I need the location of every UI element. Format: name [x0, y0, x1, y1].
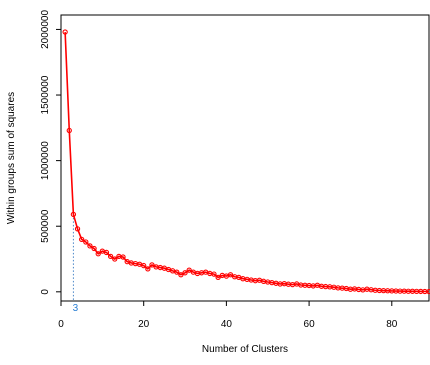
- y-tick-label: 1500000: [40, 75, 51, 114]
- series-line: [64, 32, 430, 293]
- x-tick-label: 60: [304, 319, 316, 330]
- data-point: [174, 269, 180, 275]
- data-point: [141, 262, 147, 269]
- data-point: [227, 272, 234, 278]
- data-point: [426, 288, 430, 295]
- y-axis-ticks: 0 500000 1000000 1500000 2000000: [40, 10, 61, 295]
- x-tick-label: 40: [221, 319, 233, 330]
- data-point: [79, 236, 85, 242]
- data-point: [87, 243, 93, 249]
- data-point: [91, 245, 97, 252]
- axes: [60, 14, 430, 302]
- y-axis-label: Within groups sum of squares: [6, 92, 17, 224]
- plot-frame: [60, 14, 430, 302]
- data-point: [103, 249, 110, 256]
- y-tick-label: 500000: [40, 209, 51, 243]
- y-tick-label: 0: [40, 289, 51, 295]
- x-tick-label: 0: [58, 319, 64, 330]
- y-tick-label: 2000000: [40, 10, 51, 49]
- x-axis-label: Number of Clusters: [202, 344, 288, 355]
- data-point: [107, 253, 114, 260]
- data-point: [70, 211, 77, 218]
- data-point: [215, 274, 221, 281]
- data-point: [83, 239, 89, 245]
- data-point: [145, 266, 151, 272]
- data-point: [211, 271, 217, 277]
- x-tick-label: 20: [138, 319, 150, 330]
- data-point: [95, 251, 101, 257]
- data-point: [62, 29, 68, 35]
- data-point: [112, 256, 118, 262]
- x-axis-ticks: 0 20 40 60 80: [58, 301, 398, 330]
- data-point: [74, 226, 81, 232]
- y-tick-label: 1000000: [40, 141, 51, 180]
- data-point: [149, 262, 155, 268]
- data-point: [178, 272, 184, 278]
- data-point: [182, 270, 188, 276]
- elbow-marker-label: 3: [73, 303, 79, 314]
- data-point: [120, 254, 126, 260]
- series-group: [62, 29, 430, 295]
- annotation-group: 3: [73, 214, 79, 314]
- data-point: [66, 127, 72, 134]
- data-point: [186, 267, 192, 273]
- x-tick-label: 80: [386, 319, 398, 330]
